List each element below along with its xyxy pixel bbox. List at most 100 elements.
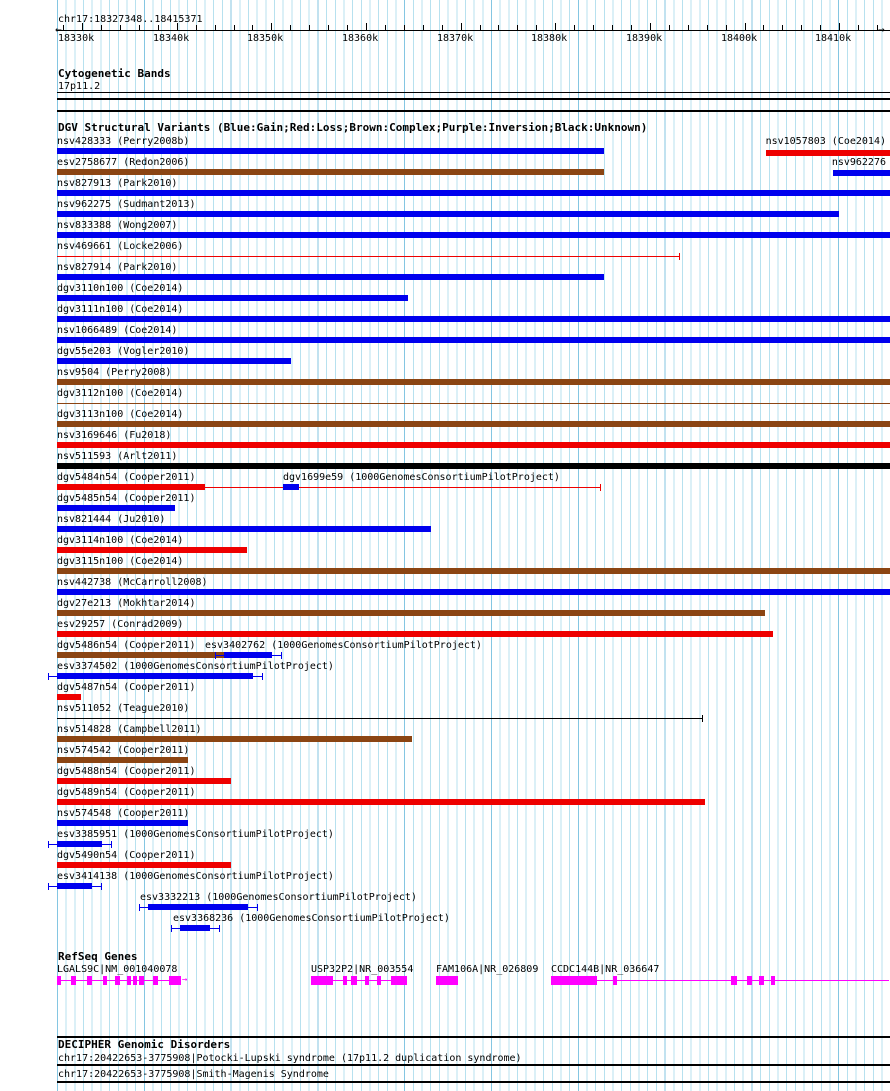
dgv-variant-bar[interactable] [57, 211, 839, 217]
dgv-track-label[interactable]: nsv511052 (Teague2010) [57, 703, 190, 714]
refseq-exon[interactable] [759, 976, 764, 985]
dgv-variant-bar[interactable] [57, 442, 890, 448]
decipher-entry-1-label[interactable]: chr17:20422653-3775908|Smith-Magenis Syn… [58, 1069, 329, 1080]
dgv-track-label[interactable]: dgv5485n54 (Cooper2011) [57, 493, 196, 504]
dgv-variant-bar[interactable] [57, 274, 604, 280]
decipher-entry-0-bar[interactable] [57, 1064, 890, 1066]
dgv-track-label[interactable]: nsv962275 (Sudmant2013) [57, 199, 196, 210]
refseq-gene-label[interactable]: USP32P2|NR_003554 [311, 964, 414, 975]
dgv-variant-bar[interactable] [57, 148, 604, 154]
dgv-variant-bar[interactable] [57, 505, 175, 511]
dgv-track-label[interactable]: esv3332213 (1000GenomesConsortiumPilotPr… [140, 892, 417, 903]
dgv-variant-bar[interactable] [57, 169, 604, 175]
dgv-track-label[interactable]: dgv5484n54 (Cooper2011) [57, 472, 196, 483]
dgv-variant-bar[interactable] [57, 316, 890, 322]
dgv-track-label[interactable]: nsv827914 (Park2010) [57, 262, 178, 273]
refseq-exon[interactable] [57, 976, 61, 985]
dgv-variant-bar[interactable] [57, 610, 765, 616]
dgv-variant-bar[interactable] [57, 589, 890, 595]
dgv-variant-bar[interactable] [57, 652, 235, 658]
refseq-exon[interactable] [613, 976, 617, 985]
dgv-track-label[interactable]: nsv511593 (Arlt2011) [57, 451, 178, 462]
dgv-track-label[interactable]: nsv1066489 (Coe2014) [57, 325, 178, 336]
dgv-variant-bar[interactable] [57, 568, 890, 574]
dgv-variant-bar[interactable] [148, 904, 248, 910]
dgv-track-label[interactable]: nsv428333 (Perry2008b) [57, 136, 190, 147]
refseq-exon[interactable] [115, 976, 120, 985]
refseq-exon[interactable] [153, 976, 158, 985]
dgv-track-label[interactable]: dgv3112n100 (Coe2014) [57, 388, 184, 399]
refseq-exon[interactable] [351, 976, 357, 985]
dgv-track-label[interactable]: nsv3169646 (Fu2018) [57, 430, 172, 441]
dgv-variant-bar[interactable] [57, 337, 890, 343]
refseq-exon[interactable] [311, 976, 333, 985]
dgv-variant-bar[interactable] [57, 841, 102, 847]
dgv-variant-bar[interactable] [57, 631, 773, 637]
refseq-exon[interactable] [133, 976, 137, 985]
dgv-variant-bar[interactable] [57, 463, 890, 469]
dgv-variant-bar[interactable] [57, 757, 188, 763]
dgv-track-label[interactable]: esv3385951 (1000GenomesConsortiumPilotPr… [57, 829, 334, 840]
refseq-exon[interactable] [139, 976, 144, 985]
refseq-exon[interactable] [731, 976, 737, 985]
dgv-track-label[interactable]: nsv469661 (Locke2006) [57, 241, 184, 252]
dgv-track-label[interactable]: dgv5488n54 (Cooper2011) [57, 766, 196, 777]
decipher-entry-0-label[interactable]: chr17:20422653-3775908|Potocki-Lupski sy… [58, 1053, 522, 1064]
dgv-variant-bar[interactable] [224, 652, 272, 658]
dgv-track-label[interactable]: esv3374502 (1000GenomesConsortiumPilotPr… [57, 661, 334, 672]
refseq-exon[interactable] [436, 976, 458, 985]
dgv-track-label[interactable]: dgv55e203 (Vogler2010) [57, 346, 190, 357]
dgv-track-label[interactable]: dgv3110n100 (Coe2014) [57, 283, 184, 294]
refseq-exon[interactable] [127, 976, 131, 985]
dgv-variant-bar[interactable] [57, 778, 231, 784]
dgv-variant-bar[interactable] [180, 925, 210, 931]
dgv-track-label[interactable]: dgv5490n54 (Cooper2011) [57, 850, 196, 861]
decipher-entry-1-bar[interactable] [57, 1081, 890, 1083]
refseq-gene-label[interactable]: FAM106A|NR_026809 [436, 964, 539, 975]
dgv-track-label[interactable]: nsv9504 (Perry2008) [57, 367, 172, 378]
dgv-track-label[interactable]: esv3368236 (1000GenomesConsortiumPilotPr… [173, 913, 450, 924]
dgv-variant-bar[interactable] [57, 799, 705, 805]
dgv-track-label[interactable]: esv3402762 (1000GenomesConsortiumPilotPr… [205, 640, 482, 651]
refseq-exon[interactable] [365, 976, 369, 985]
dgv-track-label[interactable]: nsv833388 (Wong2007) [57, 220, 178, 231]
refseq-exon[interactable] [87, 976, 92, 985]
dgv-variant-bar[interactable] [833, 170, 890, 176]
dgv-track-label[interactable]: nsv514828 (Campbell2011) [57, 724, 202, 735]
dgv-track-label[interactable]: dgv5487n54 (Cooper2011) [57, 682, 196, 693]
dgv-variant-bar[interactable] [57, 694, 81, 700]
dgv-track-label[interactable]: nsv442738 (McCarroll2008) [57, 577, 208, 588]
refseq-exon[interactable] [169, 976, 181, 985]
dgv-track-label[interactable]: dgv3114n100 (Coe2014) [57, 535, 184, 546]
dgv-variant-bar[interactable] [57, 820, 188, 826]
dgv-track-label[interactable]: dgv3113n100 (Coe2014) [57, 409, 184, 420]
dgv-variant-bar[interactable] [57, 190, 890, 196]
dgv-track-label[interactable]: dgv5486n54 (Cooper2011) [57, 640, 196, 651]
refseq-gene-label[interactable]: CCDC144B|NR_036647 [551, 964, 660, 975]
dgv-variant-bar[interactable] [57, 295, 408, 301]
dgv-variant-bar[interactable] [57, 736, 412, 742]
dgv-track-label[interactable]: nsv1057803 (Coe2014) [765, 136, 886, 147]
dgv-variant-bar[interactable] [57, 421, 890, 427]
dgv-variant-bar[interactable] [57, 547, 247, 553]
dgv-track-label[interactable]: nsv827913 (Park2010) [57, 178, 178, 189]
refseq-exon[interactable] [377, 976, 381, 985]
dgv-track-label[interactable]: esv3414138 (1000GenomesConsortiumPilotPr… [57, 871, 334, 882]
dgv-variant-bar[interactable] [57, 358, 291, 364]
refseq-exon[interactable] [343, 976, 347, 985]
dgv-track-label[interactable]: esv2758677 (Redon2006) [57, 157, 190, 168]
dgv-track-label[interactable]: dgv3115n100 (Coe2014) [57, 556, 184, 567]
dgv-variant-extent-line[interactable] [57, 487, 600, 488]
dgv-track-label[interactable]: nsv574542 (Cooper2011) [57, 745, 190, 756]
dgv-track-label[interactable]: dgv3111n100 (Coe2014) [57, 304, 184, 315]
dgv-track-label[interactable]: nsv574548 (Cooper2011) [57, 808, 190, 819]
dgv-track-label[interactable]: nsv821444 (Ju2010) [57, 514, 166, 525]
dgv-variant-bar[interactable] [57, 862, 231, 868]
dgv-variant-thin-line[interactable] [57, 403, 890, 404]
dgv-variant-extent-line[interactable] [57, 256, 679, 257]
dgv-variant-extent-line[interactable] [57, 718, 702, 719]
dgv-track-label[interactable]: nsv962276 [831, 157, 886, 168]
dgv-variant-bar[interactable] [766, 150, 890, 156]
refseq-exon[interactable] [103, 976, 107, 985]
dgv-variant-bar[interactable] [57, 232, 890, 238]
